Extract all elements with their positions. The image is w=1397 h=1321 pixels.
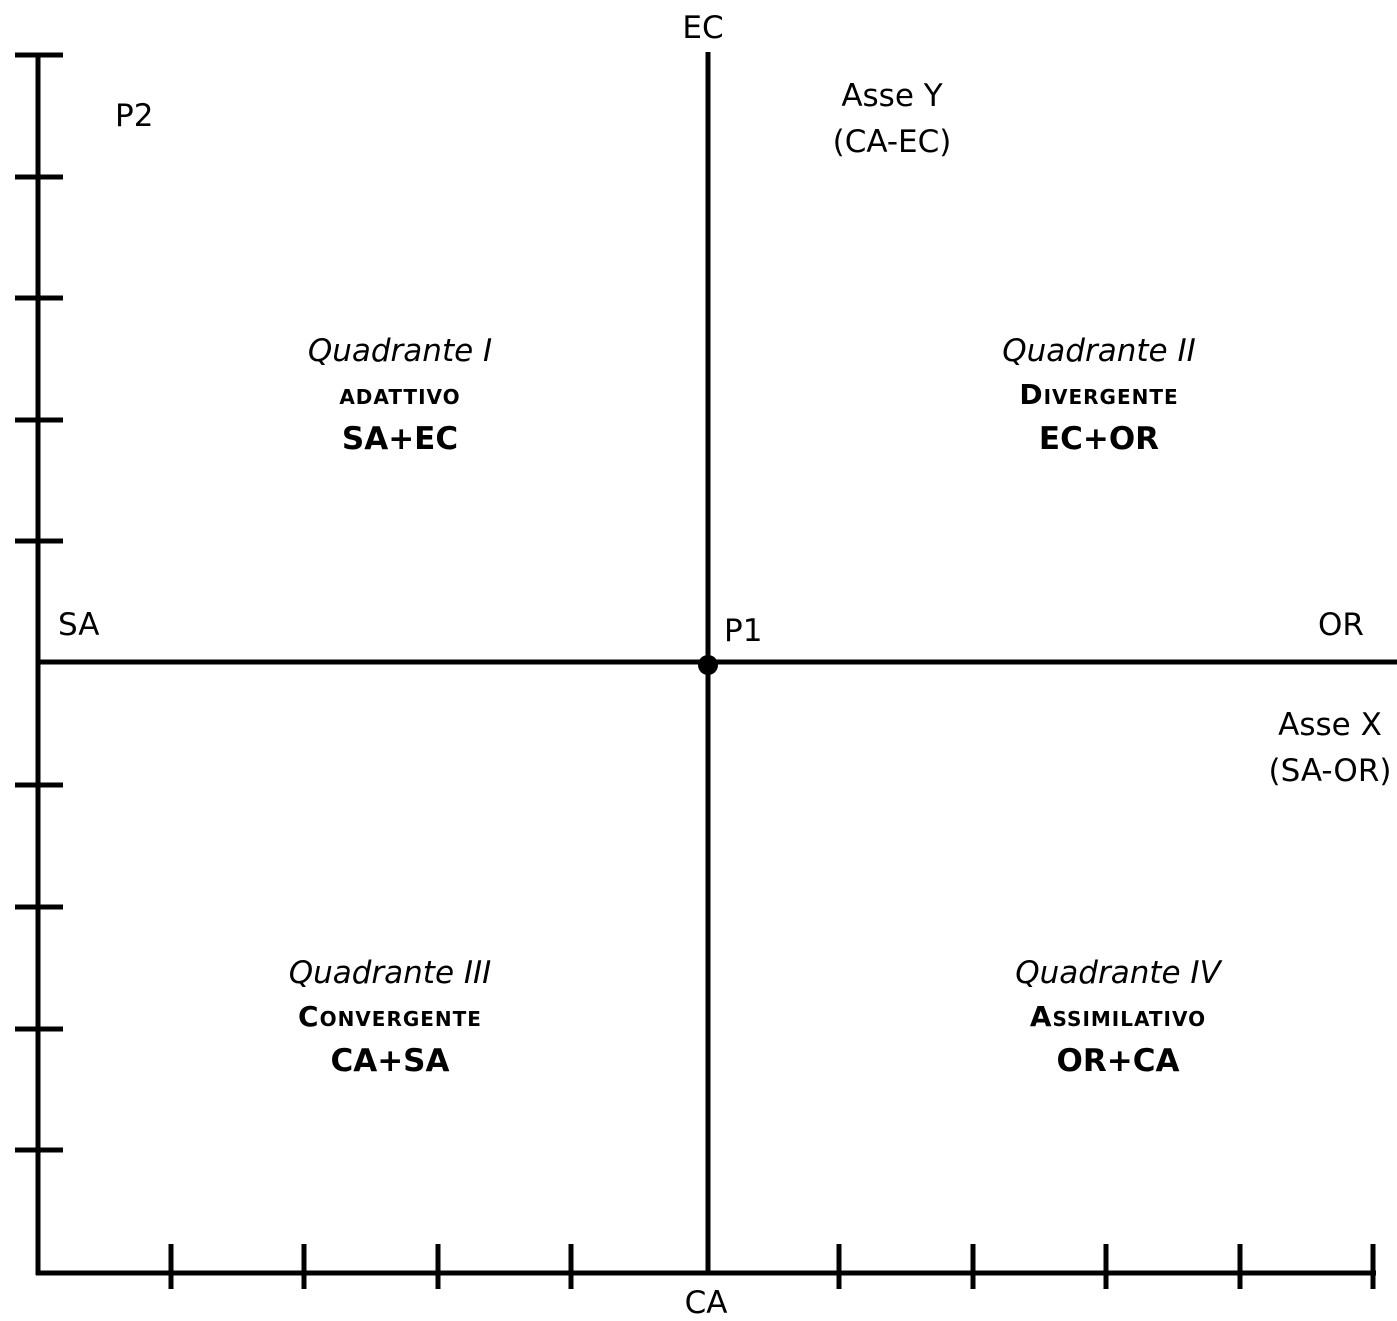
- quadrant-3-name: Convergente: [298, 1000, 482, 1033]
- quadrant-4-title: Quadrante IV: [1015, 955, 1221, 991]
- axis-label-ec: EC: [682, 10, 724, 46]
- y-axis-range: (CA-EC): [832, 124, 952, 160]
- quadrant-4: Quadrante IV Assimilativo OR+CA: [1015, 951, 1221, 1083]
- quadrant-3: Quadrante III Convergente CA+SA: [289, 951, 492, 1083]
- y-axis-caption: Asse Y (CA-EC): [833, 78, 952, 160]
- quadrant-1-name: adattivo: [339, 378, 461, 411]
- quadrant-3-title: Quadrante III: [288, 955, 492, 991]
- quadrant-1-combo: SA+EC: [341, 421, 459, 457]
- quadrant-2: Quadrante II Divergente EC+OR: [1002, 329, 1195, 461]
- y-axis-name: Asse Y: [841, 78, 943, 114]
- quadrant-1-title: Quadrante I: [307, 333, 493, 369]
- point-p1-label: P1: [724, 613, 763, 649]
- x-axis-range: (SA-OR): [1268, 753, 1392, 789]
- point-p1-marker: [698, 655, 718, 675]
- x-axis-name: Asse X: [1278, 707, 1382, 743]
- quadrant-3-combo: CA+SA: [330, 1043, 450, 1079]
- quadrant-2-combo: EC+OR: [1038, 421, 1160, 457]
- quadrant-2-title: Quadrante II: [1002, 333, 1196, 369]
- axis-label-ca: CA: [684, 1285, 728, 1321]
- quadrant-1: Quadrante I adattivo SA+EC: [308, 329, 492, 461]
- quadrant-4-combo: OR+CA: [1056, 1043, 1180, 1079]
- axis-label-or: OR: [1318, 607, 1364, 643]
- quadrant-4-name: Assimilativo: [1029, 1000, 1207, 1033]
- quadrant-2-name: Divergente: [1019, 378, 1179, 411]
- x-axis-caption: Asse X (SA-OR): [1269, 707, 1392, 789]
- point-p2-label: P2: [115, 98, 154, 134]
- axis-label-sa: SA: [58, 607, 100, 643]
